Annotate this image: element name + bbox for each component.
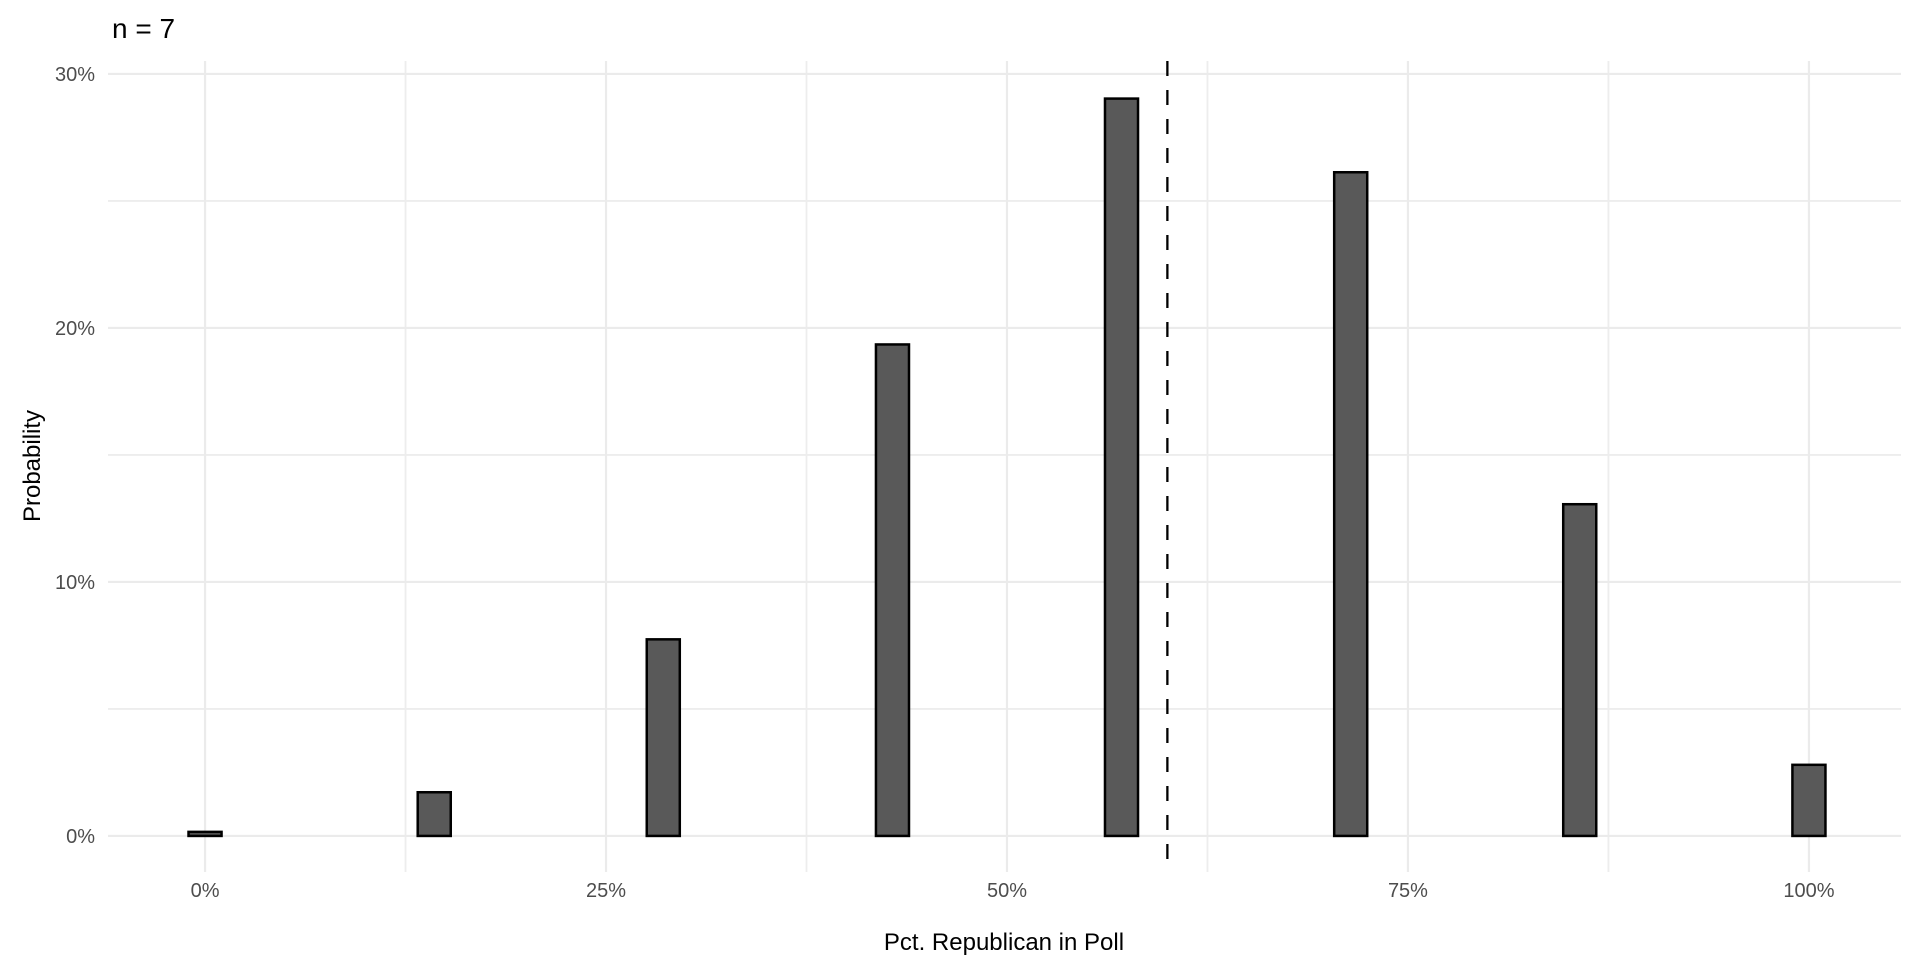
bar (874, 343, 911, 838)
x-tick-label: 25% (586, 880, 626, 902)
bar (645, 638, 682, 838)
minor-gridlines (108, 61, 1901, 872)
y-tick-label: 10% (55, 572, 95, 594)
bar (1561, 502, 1598, 838)
bar-series (187, 97, 1827, 838)
y-tick-label: 0% (66, 826, 95, 848)
plot-title: n = 7 (112, 13, 175, 44)
bar (187, 830, 223, 838)
y-tick-label: 20% (55, 318, 95, 340)
x-tick-label: 50% (987, 880, 1027, 902)
major-gridlines (108, 61, 1901, 872)
x-tick-label: 0% (191, 880, 220, 902)
bar (1103, 97, 1140, 838)
y-axis-title: Probability (19, 410, 46, 522)
x-tick-label: 75% (1388, 880, 1428, 902)
x-tick-label: 100% (1783, 880, 1834, 902)
bar (416, 790, 453, 838)
bar (1332, 170, 1369, 838)
y-tick-label: 30% (55, 64, 95, 86)
x-axis-title: Pct. Republican in Poll (884, 929, 1124, 956)
y-axis-tick-labels: 0% 10% 20% 30% (55, 64, 95, 848)
bar (1791, 763, 1827, 838)
x-axis-tick-labels: 0% 25% 50% 75% 100% (191, 880, 1835, 902)
